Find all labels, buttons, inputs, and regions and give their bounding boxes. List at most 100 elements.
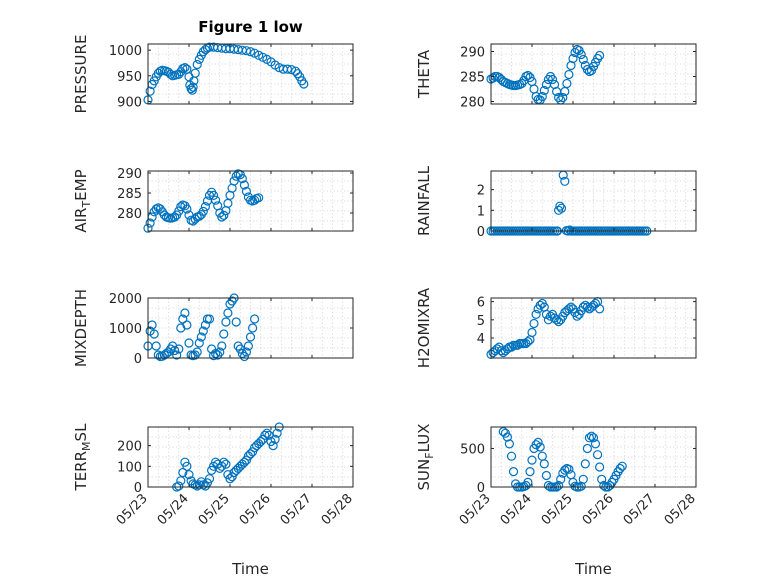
data-point: [562, 78, 572, 89]
data-point: [272, 428, 282, 438]
data-point: [502, 432, 512, 442]
data-point: [555, 201, 565, 211]
axes-frame: [490, 170, 697, 232]
series-points: [486, 44, 605, 105]
data-point: [196, 332, 206, 342]
data-point: [180, 62, 190, 73]
y-tick-label: 285: [460, 71, 485, 86]
data-point: [192, 347, 202, 357]
data-point: [233, 341, 243, 351]
data-point: [241, 186, 251, 196]
data-point: [508, 467, 519, 477]
data-point: [506, 342, 517, 352]
grid-lines: [491, 171, 696, 231]
subplot-3: 280 285 290 AIRTEMP: [72, 167, 354, 233]
y-tick-label: 900: [117, 95, 142, 110]
y-tick-label: 280: [460, 96, 485, 111]
data-point: [594, 462, 605, 472]
data-point: [245, 449, 256, 459]
data-point: [578, 54, 588, 65]
data-point: [262, 428, 272, 438]
data-point: [186, 83, 196, 94]
subplot-7: 0 100 200 05/23 05/24 05/25 05/26 05/27 05/28 TER…: [72, 422, 356, 578]
y-tick-label: 1: [477, 204, 485, 219]
data-point: [178, 467, 188, 478]
data-point: [219, 329, 229, 339]
y-tick-label: 0: [134, 352, 142, 367]
data-point: [231, 171, 241, 181]
data-point: [584, 433, 595, 443]
data-point: [239, 180, 249, 190]
subplot-1: 900 950 1000 PRESSURE Figure 1 low: [72, 18, 354, 113]
series-points: [486, 297, 605, 359]
data-point: [241, 46, 251, 56]
data-point: [145, 86, 155, 96]
data-point: [221, 317, 231, 327]
data-point: [241, 347, 251, 357]
data-point: [243, 341, 253, 351]
x-tick-label: 05/24: [498, 491, 535, 528]
y-tick-label: 0: [477, 225, 485, 240]
y-tick-label: 200: [117, 440, 142, 455]
data-point: [239, 351, 249, 362]
data-point: [219, 457, 229, 467]
y-tick-label: 2000: [109, 292, 142, 307]
data-point: [529, 318, 539, 329]
data-point: [184, 470, 194, 480]
grid-lines: [491, 44, 696, 104]
subplot-4: 0 1 2 RAINFALL: [415, 165, 697, 240]
data-point: [533, 437, 543, 447]
data-point: [553, 205, 564, 215]
data-point: [558, 92, 568, 103]
data-point: [560, 176, 570, 186]
data-point: [578, 474, 588, 484]
data-point: [512, 340, 523, 350]
data-point: [223, 308, 233, 318]
chart-title: Figure 1 low: [198, 18, 303, 36]
data-point: [180, 308, 190, 318]
series-points: [143, 42, 309, 105]
data-point: [204, 314, 215, 324]
data-point: [254, 193, 264, 203]
data-point: [547, 74, 558, 85]
data-point: [256, 436, 266, 447]
data-point: [170, 345, 180, 356]
y-axis-label: TERRMSL: [72, 423, 93, 492]
data-point: [229, 176, 239, 186]
data-point: [182, 461, 192, 471]
y-tick-label: 285: [117, 187, 142, 202]
x-tick-label: 05/23: [114, 491, 151, 528]
y-tick-label: 280: [117, 207, 142, 222]
data-point: [580, 459, 590, 469]
data-point: [213, 350, 223, 360]
data-point: [270, 434, 280, 444]
data-point: [174, 481, 184, 491]
data-point: [245, 332, 256, 342]
x-tick-label: 05/28: [662, 491, 699, 528]
data-point: [617, 461, 627, 471]
data-point: [523, 337, 533, 347]
data-point: [531, 309, 541, 319]
x-tick-label: 05/28: [319, 491, 356, 528]
y-tick-label: 1000: [109, 44, 142, 59]
data-point: [219, 210, 229, 220]
data-point: [184, 338, 194, 348]
data-point: [496, 346, 506, 356]
y-tick-label: 1000: [109, 322, 142, 337]
data-point: [194, 338, 204, 348]
y-tick-label: 2: [477, 184, 485, 199]
x-tick-label: 05/25: [539, 491, 576, 528]
data-point: [527, 455, 537, 465]
data-point: [237, 174, 247, 184]
data-point: [149, 329, 159, 339]
y-axis-label: MIXDEPTH: [72, 289, 90, 367]
x-tick-label: 05/26: [237, 491, 274, 528]
data-point: [592, 450, 603, 460]
data-point: [151, 204, 161, 214]
data-point: [537, 91, 547, 102]
axes-frame: [147, 43, 354, 105]
axes-frame: [490, 43, 697, 105]
x-axis-label: Time: [231, 560, 269, 578]
data-point: [541, 309, 552, 319]
axes-frame: [147, 170, 354, 232]
